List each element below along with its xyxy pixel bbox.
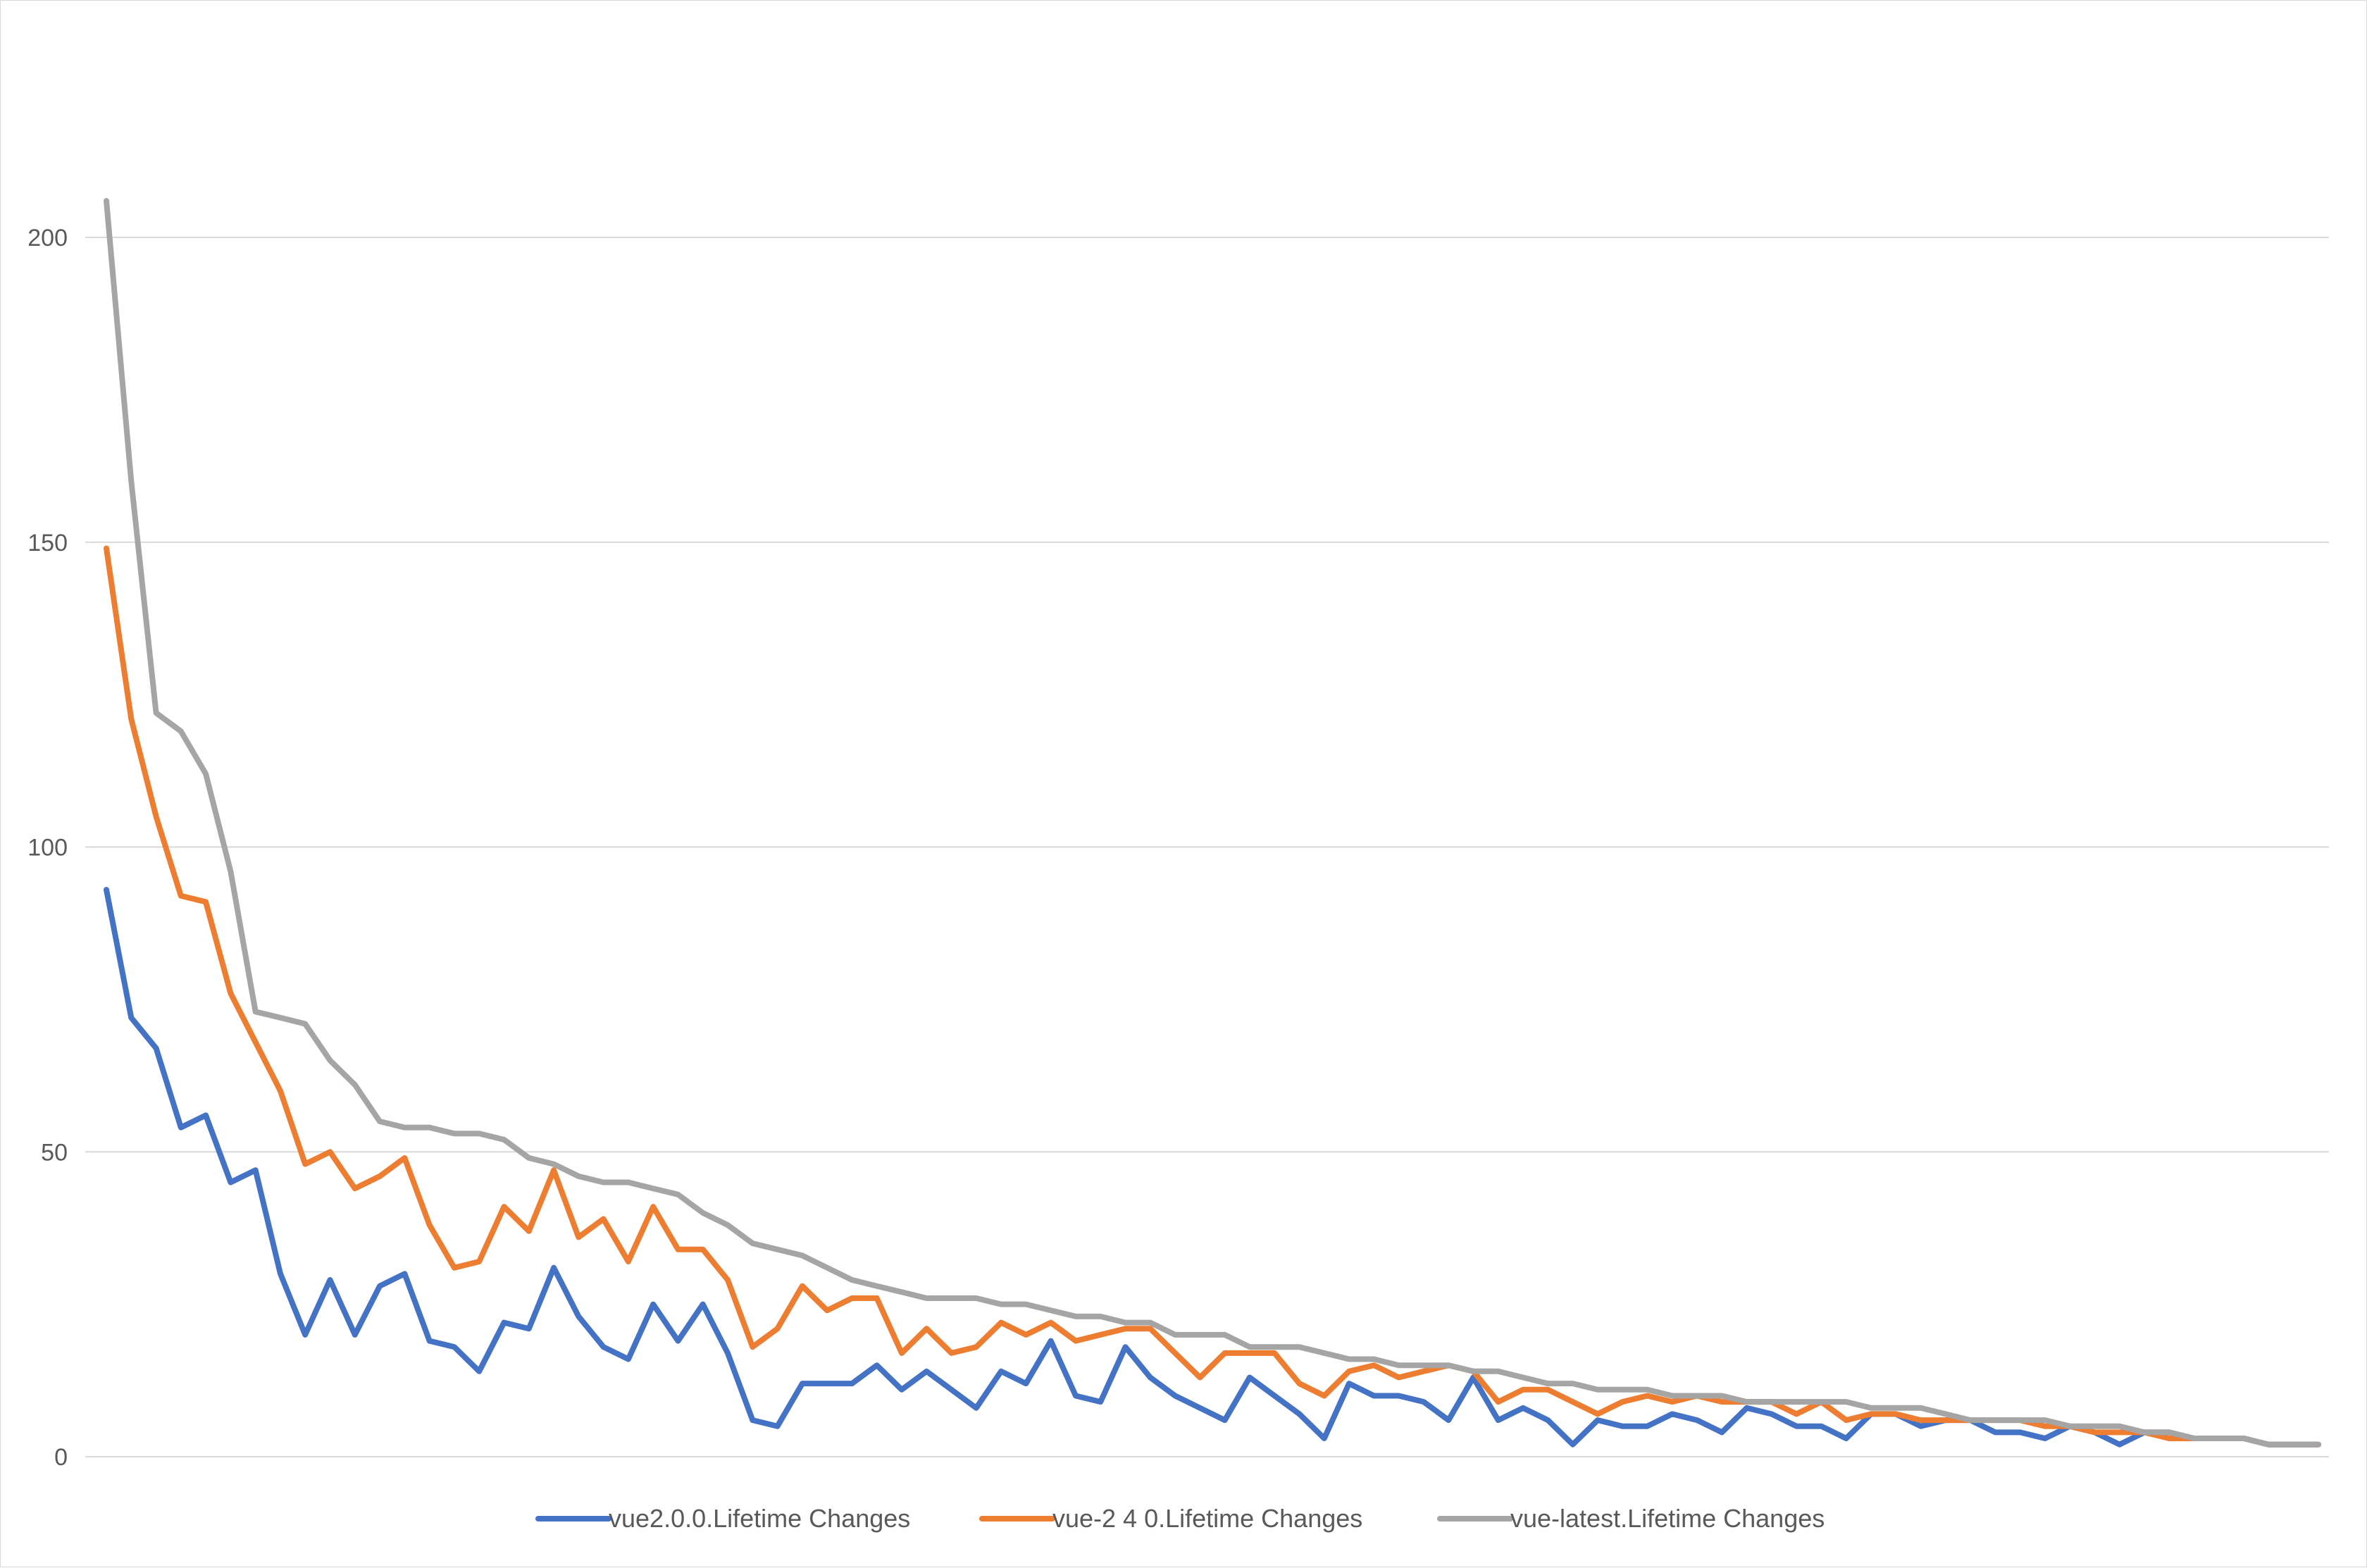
series-lines xyxy=(104,198,2321,1448)
y-tick-label: 100 xyxy=(27,835,68,861)
gridlines xyxy=(85,237,2329,1457)
y-tick-label: 150 xyxy=(27,530,68,556)
legend-label-0: vue2.0.0.Lifetime Changes xyxy=(609,1504,910,1533)
series-line-1 xyxy=(104,545,2321,1448)
series-line-0 xyxy=(104,887,2321,1448)
y-tick-label: 200 xyxy=(27,225,68,251)
y-axis-tick-labels: 0 50 100 150 200 xyxy=(27,225,68,1471)
y-tick-label: 50 xyxy=(41,1139,68,1166)
series-line-2 xyxy=(104,198,2321,1448)
legend: vue2.0.0.Lifetime Changes vue-2 4 0.Lifet… xyxy=(535,1504,1825,1533)
y-tick-label: 0 xyxy=(54,1444,68,1471)
legend-label-1: vue-2 4 0.Lifetime Changes xyxy=(1052,1504,1362,1533)
legend-label-2: vue-latest.Lifetime Changes xyxy=(1510,1504,1825,1533)
